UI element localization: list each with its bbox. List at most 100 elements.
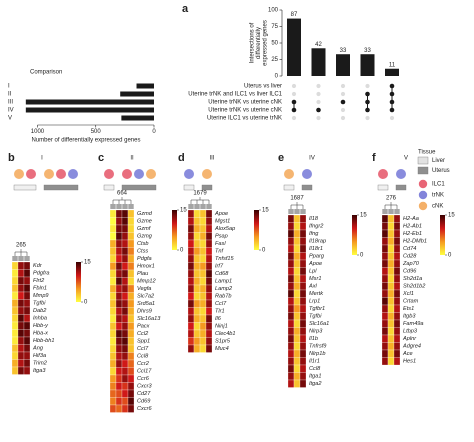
column-header	[382, 209, 388, 214]
heatmap-cell	[121, 352, 129, 361]
heatmap-cell	[127, 277, 135, 286]
cell-icon	[202, 169, 212, 179]
panel-letter: c	[98, 152, 104, 164]
gene: Hes1	[403, 359, 416, 365]
heatmap-cell	[199, 247, 207, 256]
y-tick-label: 50	[271, 41, 278, 47]
heatmap-cell	[205, 329, 213, 338]
heatmap-cell	[193, 262, 201, 271]
heatmap-cell	[381, 304, 389, 313]
heatmap-cell	[115, 307, 123, 316]
heatmap-cell	[127, 307, 135, 316]
comparison-numeral: II	[8, 92, 12, 98]
tissue-bar	[43, 184, 79, 191]
gene: Il1b	[309, 336, 318, 342]
gene-count-bar	[25, 107, 155, 113]
heatmap-cell	[293, 297, 301, 306]
heatmap-cell	[299, 297, 307, 306]
heatmap-cell	[387, 244, 395, 253]
comparison-title: Comparison	[30, 70, 62, 76]
heatmap-cell	[293, 342, 301, 351]
matrix-dot-empty	[291, 83, 297, 89]
heatmap-cell	[199, 344, 207, 353]
colorbar-label: 0	[448, 253, 452, 259]
gene: Plau	[137, 271, 148, 277]
heatmap-cell	[381, 282, 389, 291]
heatmap-cell	[187, 232, 195, 241]
heatmap-cell	[121, 397, 129, 406]
heatmap-cell	[387, 214, 395, 223]
heatmap-cell	[287, 229, 295, 238]
heatmap-cell	[393, 319, 401, 328]
heatmap-cell	[199, 232, 207, 241]
heatmap-cell	[23, 269, 31, 278]
gene: Rab7b	[215, 294, 231, 300]
gene: Ctss	[137, 249, 148, 255]
heatmap-cell	[293, 334, 301, 343]
gene: Hmox1	[137, 264, 155, 270]
heatmap-cell	[393, 259, 401, 268]
heatmap-cell	[387, 259, 395, 268]
gene: Slc16a1	[309, 321, 329, 327]
heatmap-cell	[11, 306, 19, 315]
comparison-name: Uterine trNK and ILC1 vs liver ILC1	[188, 92, 282, 98]
matrix-dot	[389, 99, 395, 105]
heatmap-cell	[199, 314, 207, 323]
heatmap-cell	[393, 214, 401, 223]
matrix-dot-empty	[340, 83, 346, 89]
heatmap-cell	[293, 222, 301, 231]
heatmap-cell	[287, 372, 295, 381]
heatmap-cell	[205, 232, 213, 241]
heatmap-cell	[387, 289, 395, 298]
gene: H2-DMb1	[403, 239, 427, 245]
heatmap-cell	[393, 327, 401, 336]
legend-label: Liver	[432, 158, 445, 164]
heatmap-cell	[127, 209, 135, 218]
gene: Ctsb	[137, 241, 149, 247]
gene: Fbln1	[33, 286, 47, 292]
gene: Itga1	[309, 374, 321, 380]
heatmap-cell	[109, 299, 117, 308]
heatmap-cell	[387, 357, 395, 366]
colorbar-label: 0	[360, 253, 364, 259]
heatmap-cell	[121, 299, 129, 308]
heatmap-cell	[109, 337, 117, 346]
matrix-dot	[389, 91, 395, 97]
intersection-bar	[311, 48, 326, 76]
heatmap-cell	[127, 224, 135, 233]
cell-icon	[146, 169, 156, 179]
heatmap-cell	[287, 312, 295, 321]
heatmap-cell	[299, 289, 307, 298]
heatmap-cell	[115, 397, 123, 406]
heatmap-cell	[293, 319, 301, 328]
legend-label: Uterus	[432, 168, 450, 174]
heatmap-cell	[287, 319, 295, 328]
heatmap-cell	[11, 314, 19, 323]
heatmap-cell	[187, 337, 195, 346]
gene: Cd96	[403, 269, 417, 275]
heatmap-cell	[115, 382, 123, 391]
heatmap-cell	[23, 359, 31, 368]
gene: Ifngr2	[309, 224, 324, 230]
heatmap-cell	[187, 224, 195, 233]
heatmap-cell	[393, 252, 401, 261]
column-header	[12, 256, 18, 261]
heatmap-cell	[23, 291, 31, 300]
heatmap-cell	[199, 292, 207, 301]
matrix-dot	[365, 107, 370, 113]
heatmap-cell	[115, 284, 123, 293]
gene: Fam49a	[403, 321, 424, 327]
column-header	[110, 204, 116, 209]
heatmap-cell	[17, 269, 25, 278]
gene: Gzme	[137, 219, 152, 225]
heatmap-cell	[121, 404, 129, 413]
heatmap-cell	[387, 222, 395, 231]
heatmap-cell	[381, 244, 389, 253]
heatmap-cell	[121, 389, 129, 398]
heatmap-cell	[11, 344, 19, 353]
intersection-bar	[287, 18, 301, 76]
heatmap-cell	[23, 314, 31, 323]
tissue-bar	[183, 184, 195, 191]
heatmap-cell	[127, 344, 135, 353]
heatmap-cell	[387, 327, 395, 336]
